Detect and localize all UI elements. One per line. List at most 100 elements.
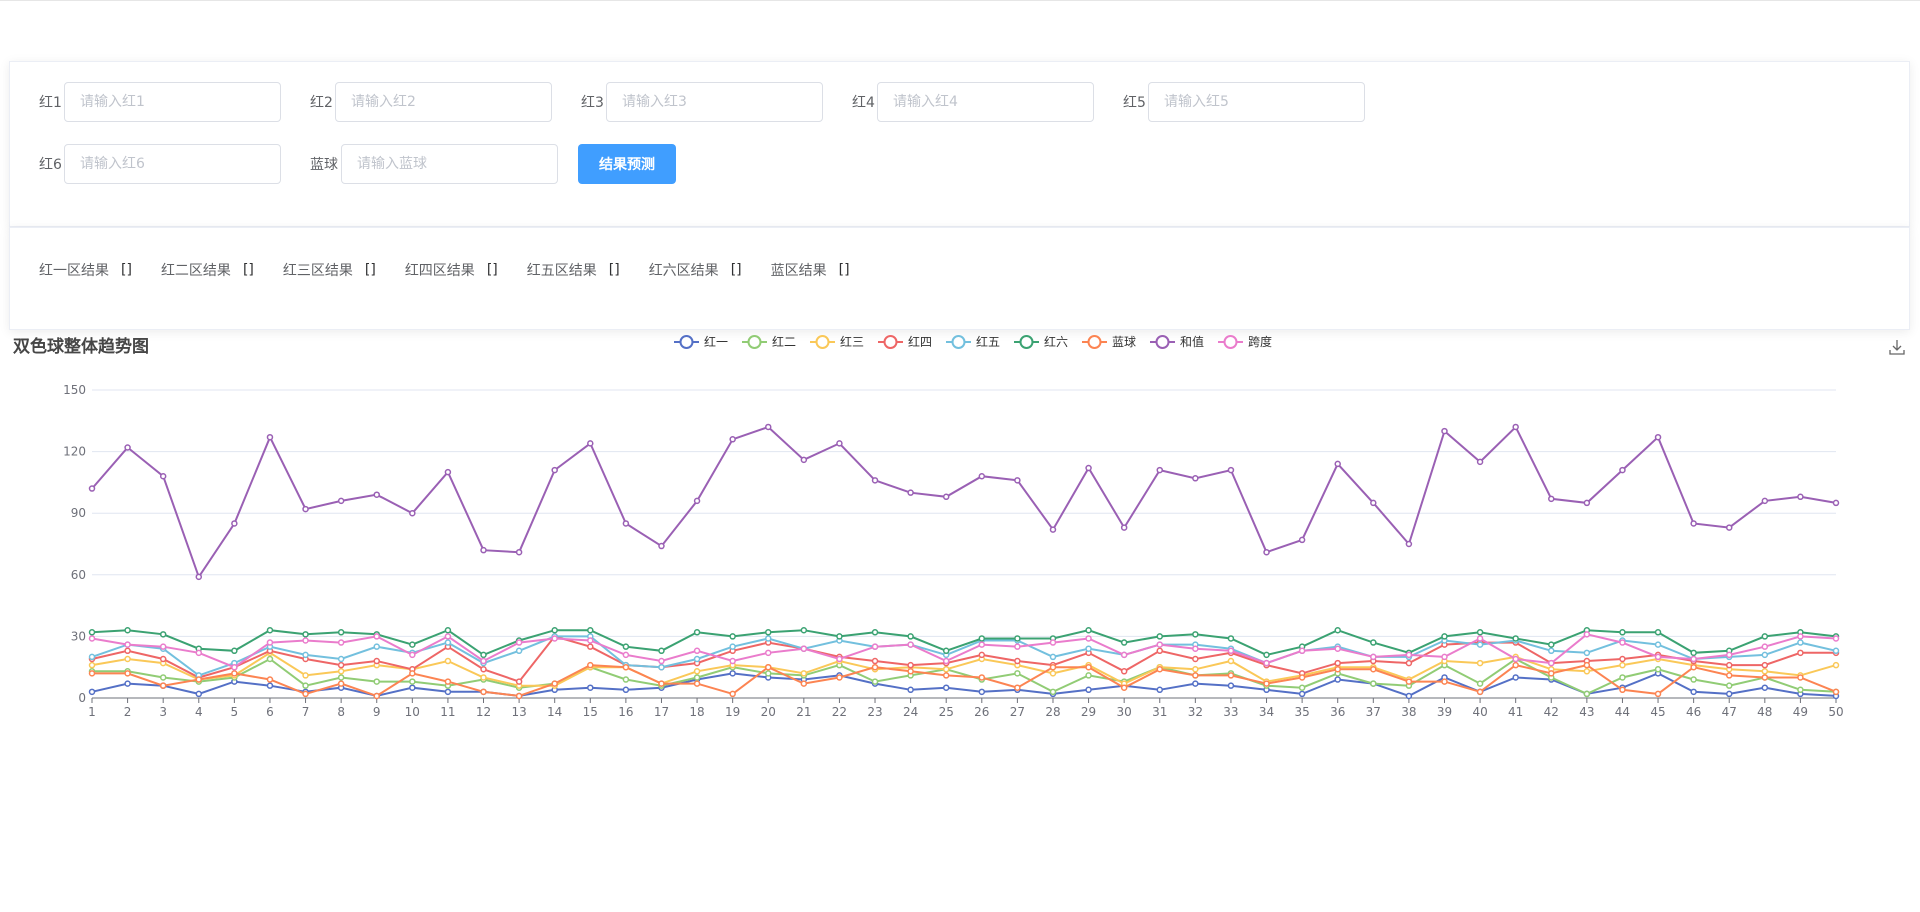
data-point (1583, 631, 1591, 638)
red4-input[interactable] (877, 82, 1094, 122)
x-tick-label: 1 (88, 705, 96, 719)
result-red4-value: [] (486, 262, 498, 278)
data-point (409, 651, 416, 659)
red6-input[interactable] (64, 144, 281, 184)
data-point (1619, 661, 1626, 669)
data-point (729, 690, 736, 698)
data-point (551, 680, 558, 687)
results-row: 红一区结果 [] 红二区结果 [] 红三区结果 [] 红四区结果 [] 红五区结… (30, 260, 870, 280)
data-point (1227, 647, 1235, 655)
data-point (1085, 645, 1092, 652)
result-red3: 红三区结果 [] (274, 260, 376, 280)
data-point (515, 692, 523, 700)
series-line (91, 633, 1837, 669)
data-point (1761, 674, 1769, 681)
result-red2: 红二区结果 [] (152, 260, 254, 280)
data-point (836, 633, 843, 640)
data-point (622, 663, 630, 671)
data-point (907, 641, 914, 648)
data-point (836, 674, 843, 681)
legend-item: 跨度 (1218, 334, 1272, 349)
data-point (1725, 651, 1733, 659)
blue-input[interactable] (341, 144, 558, 184)
result-red2-label: 红二区结果 (160, 263, 231, 279)
data-point (1583, 661, 1591, 669)
legend-label: 跨度 (1248, 334, 1272, 349)
data-point (1583, 499, 1591, 507)
data-point (1227, 672, 1235, 679)
data-point (942, 666, 950, 673)
data-point (1761, 643, 1769, 650)
data-point (1405, 659, 1413, 667)
data-point (1014, 635, 1021, 642)
series-line (91, 635, 1836, 683)
data-point (1405, 651, 1413, 659)
download-icon[interactable] (1888, 338, 1906, 356)
x-tick-label: 8 (337, 705, 345, 719)
data-point (1014, 670, 1021, 677)
legend-marker-icon (1223, 335, 1238, 349)
red5-input[interactable] (1148, 82, 1365, 122)
legend-label: 红四 (908, 334, 932, 349)
blue-label: 蓝球 (310, 157, 338, 173)
data-point (800, 680, 808, 687)
data-point (693, 680, 701, 687)
red2-input[interactable] (335, 82, 552, 122)
data-point (1085, 635, 1092, 642)
field-red3: 红3 (572, 82, 823, 122)
data-point (1761, 633, 1769, 640)
x-tick-label: 17 (654, 705, 669, 719)
x-tick-label: 31 (1152, 705, 1167, 719)
data-point (1192, 680, 1199, 687)
data-point (1761, 661, 1769, 669)
data-point (124, 626, 131, 634)
red3-input[interactable] (606, 82, 823, 122)
data-point (1761, 668, 1769, 675)
data-point (1512, 674, 1519, 681)
data-point (1619, 629, 1626, 636)
x-tick-label: 35 (1294, 705, 1309, 719)
red1-input[interactable] (64, 82, 281, 122)
data-point (1405, 692, 1413, 700)
data-point (1014, 643, 1021, 650)
data-point (1120, 668, 1128, 675)
series-line (92, 657, 1837, 696)
x-tick-label: 26 (974, 705, 989, 719)
predict-button[interactable]: 结果预测 (578, 144, 676, 184)
x-tick-label: 19 (725, 705, 740, 719)
x-tick-label: 48 (1757, 705, 1772, 719)
data-point (1797, 674, 1804, 681)
data-point (1654, 629, 1662, 636)
data-point (1512, 635, 1519, 642)
data-point (871, 663, 879, 671)
data-point (693, 655, 701, 663)
data-point (871, 643, 879, 650)
data-point (231, 647, 238, 655)
result-red6-label: 红六区结果 (648, 263, 719, 279)
data-point (480, 674, 487, 681)
x-tick-label: 45 (1650, 705, 1665, 719)
data-point (1725, 661, 1733, 669)
data-point (1192, 475, 1199, 482)
legend-marker-icon (1155, 335, 1170, 349)
x-tick-label: 36 (1330, 705, 1345, 719)
data-point (622, 651, 630, 659)
data-point (1120, 684, 1128, 691)
results-panel: 红一区结果 [] 红二区结果 [] 红三区结果 [] 红四区结果 [] 红五区结… (9, 227, 1910, 330)
x-tick-label: 40 (1472, 705, 1487, 719)
data-point (88, 629, 96, 636)
legend-item: 红三 (810, 334, 864, 349)
x-tick-label: 33 (1223, 705, 1238, 719)
x-tick-label: 27 (1010, 705, 1025, 719)
x-tick-label: 13 (511, 705, 526, 719)
data-point (159, 643, 167, 650)
data-point (978, 635, 986, 642)
data-point (266, 676, 274, 683)
legend-item: 和值 (1150, 334, 1204, 349)
data-point (480, 546, 487, 554)
data-point (1654, 641, 1662, 648)
data-point (515, 647, 523, 655)
data-point (764, 629, 772, 636)
x-tick-label: 16 (618, 705, 633, 719)
data-point (764, 635, 772, 642)
